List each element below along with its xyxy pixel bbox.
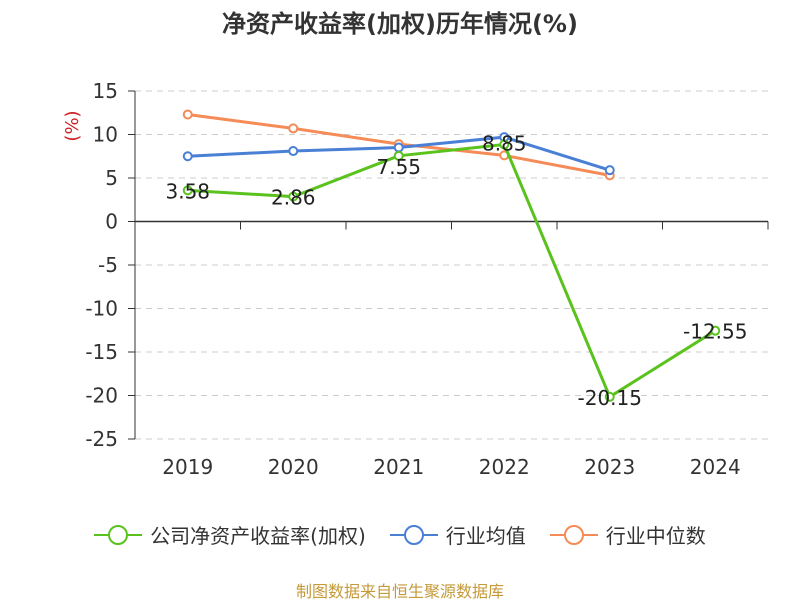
x-tick-label: 2020 bbox=[268, 455, 319, 479]
y-tick-label: -5 bbox=[98, 253, 118, 277]
x-tick-label: 2022 bbox=[479, 455, 530, 479]
legend-item[interactable]: 行业均值 bbox=[390, 520, 526, 549]
y-tick-label: 15 bbox=[93, 79, 118, 103]
y-axis-label: (%) bbox=[62, 110, 83, 141]
y-tick-label: 0 bbox=[105, 210, 118, 234]
legend-marker-icon bbox=[550, 523, 598, 547]
y-tick-label: -10 bbox=[85, 297, 118, 321]
legend-label: 公司净资产收益率(加权) bbox=[150, 520, 366, 549]
series-line-0 bbox=[188, 145, 716, 397]
data-point bbox=[606, 166, 614, 174]
line-chart: 15 10 5 0 -5 -10 -15 -20 -25 2019 2020 2021 2022 2023… bbox=[0, 0, 800, 600]
x-tick-label: 2024 bbox=[690, 455, 741, 479]
data-point bbox=[289, 124, 297, 132]
data-point bbox=[289, 147, 297, 155]
y-tick-label: 10 bbox=[93, 123, 118, 147]
x-tick-label: 2023 bbox=[584, 455, 635, 479]
data-label: -12.55 bbox=[683, 320, 747, 344]
data-label: -20.15 bbox=[578, 386, 642, 410]
legend-label: 行业中位数 bbox=[606, 520, 706, 549]
y-tick-label: -15 bbox=[85, 340, 118, 364]
x-tick-label: 2019 bbox=[162, 455, 213, 479]
legend-marker-icon bbox=[390, 523, 438, 547]
legend: 公司净资产收益率(加权) 行业均值 行业中位数 bbox=[0, 520, 800, 549]
legend-item[interactable]: 公司净资产收益率(加权) bbox=[94, 520, 366, 549]
y-tick-label: -20 bbox=[85, 384, 118, 408]
data-label: 3.58 bbox=[165, 179, 210, 203]
data-label: 2.86 bbox=[271, 186, 316, 210]
data-label: 8.85 bbox=[482, 132, 527, 156]
y-tick-label: 5 bbox=[105, 166, 118, 190]
x-tick-label: 2021 bbox=[373, 455, 424, 479]
data-point bbox=[184, 110, 192, 118]
data-label: 7.55 bbox=[376, 155, 421, 179]
data-point bbox=[184, 152, 192, 160]
legend-item[interactable]: 行业中位数 bbox=[550, 520, 706, 549]
source-note: 制图数据来自恒生聚源数据库 bbox=[0, 578, 800, 602]
y-tick-label: -25 bbox=[85, 427, 118, 451]
legend-marker-icon bbox=[94, 523, 142, 547]
legend-label: 行业均值 bbox=[446, 520, 526, 549]
data-point bbox=[395, 144, 403, 152]
